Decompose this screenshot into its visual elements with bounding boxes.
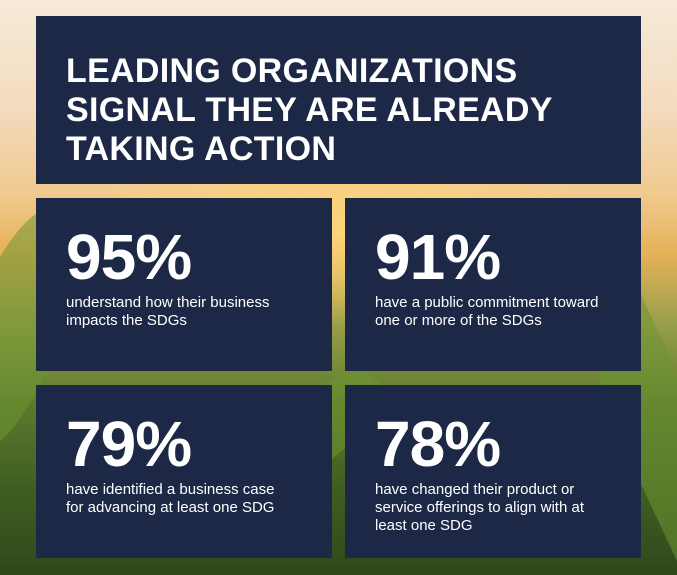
title: LEADING ORGANIZATIONS SIGNAL THEY ARE AL…: [66, 52, 553, 168]
stat-description: have changed their product or service of…: [375, 481, 584, 534]
stat-card: 91% have a public commitment toward one …: [345, 198, 641, 371]
stat-description: have a public commitment toward one or m…: [375, 294, 599, 329]
title-box: LEADING ORGANIZATIONS SIGNAL THEY ARE AL…: [36, 16, 641, 184]
stat-description: have identified a business case for adva…: [66, 481, 275, 516]
stat-value: 78%: [375, 408, 501, 480]
stat-value: 95%: [66, 221, 192, 293]
stat-value: 91%: [375, 221, 501, 293]
stat-description: understand how their business impacts th…: [66, 294, 270, 329]
stat-card: 79% have identified a business case for …: [36, 385, 332, 558]
stat-value: 79%: [66, 408, 192, 480]
stat-card: 78% have changed their product or servic…: [345, 385, 641, 558]
stat-card: 95% understand how their business impact…: [36, 198, 332, 371]
